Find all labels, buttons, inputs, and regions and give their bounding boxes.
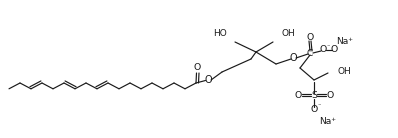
Text: O: O <box>194 63 201 72</box>
Text: Na⁺: Na⁺ <box>336 36 353 46</box>
Text: OH: OH <box>337 67 351 76</box>
Text: O: O <box>310 104 318 113</box>
Text: S: S <box>311 91 317 100</box>
Text: OH: OH <box>282 30 296 39</box>
Text: ⁻: ⁻ <box>317 103 321 109</box>
Text: O: O <box>295 91 302 100</box>
Text: ⁻: ⁻ <box>326 44 330 50</box>
Text: O: O <box>326 91 334 100</box>
Text: C: C <box>307 48 313 58</box>
Text: O: O <box>319 46 327 55</box>
Text: O: O <box>306 33 314 42</box>
Text: O: O <box>204 75 212 85</box>
Text: HO: HO <box>213 30 227 39</box>
Text: O: O <box>330 46 338 55</box>
Text: O: O <box>289 53 297 63</box>
Text: Na⁺: Na⁺ <box>320 117 336 127</box>
